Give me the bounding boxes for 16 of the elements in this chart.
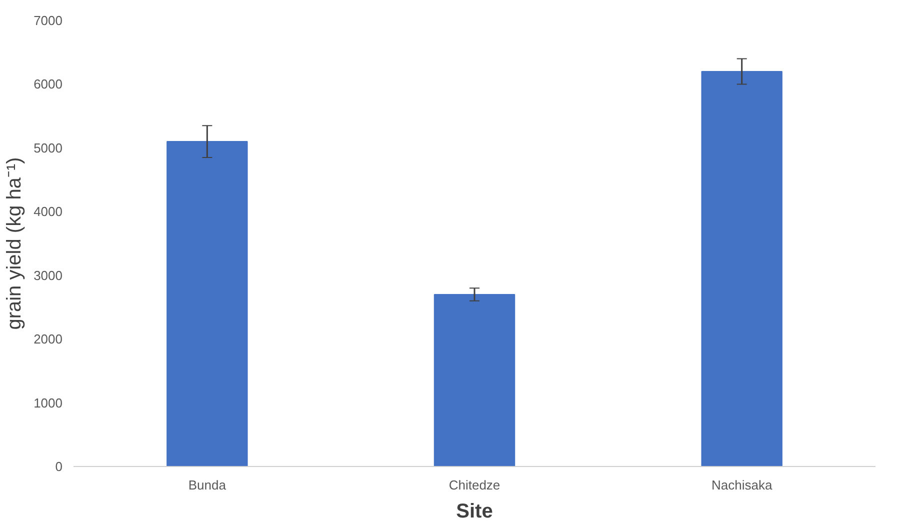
y-axis-title: grain yield (kg ha⁻¹) bbox=[4, 157, 26, 330]
y-tick-label: 1000 bbox=[34, 395, 62, 410]
x-tick-label: Nachisaka bbox=[711, 478, 773, 492]
y-tick-label: 7000 bbox=[34, 13, 62, 28]
y-tick-label: 0 bbox=[55, 459, 63, 474]
bar bbox=[166, 141, 248, 466]
y-tick-label: 4000 bbox=[34, 204, 62, 220]
y-tick-label: 3000 bbox=[34, 268, 62, 283]
y-tick-label: 2000 bbox=[34, 332, 62, 347]
x-tick-label: Bunda bbox=[188, 478, 227, 492]
bar bbox=[701, 70, 782, 466]
x-axis-title: Site bbox=[456, 500, 493, 522]
y-tick-label: 6000 bbox=[34, 76, 62, 92]
y-tick-label: 5000 bbox=[34, 140, 62, 156]
bar bbox=[434, 294, 516, 466]
x-tick-label: Chitedze bbox=[448, 478, 500, 492]
